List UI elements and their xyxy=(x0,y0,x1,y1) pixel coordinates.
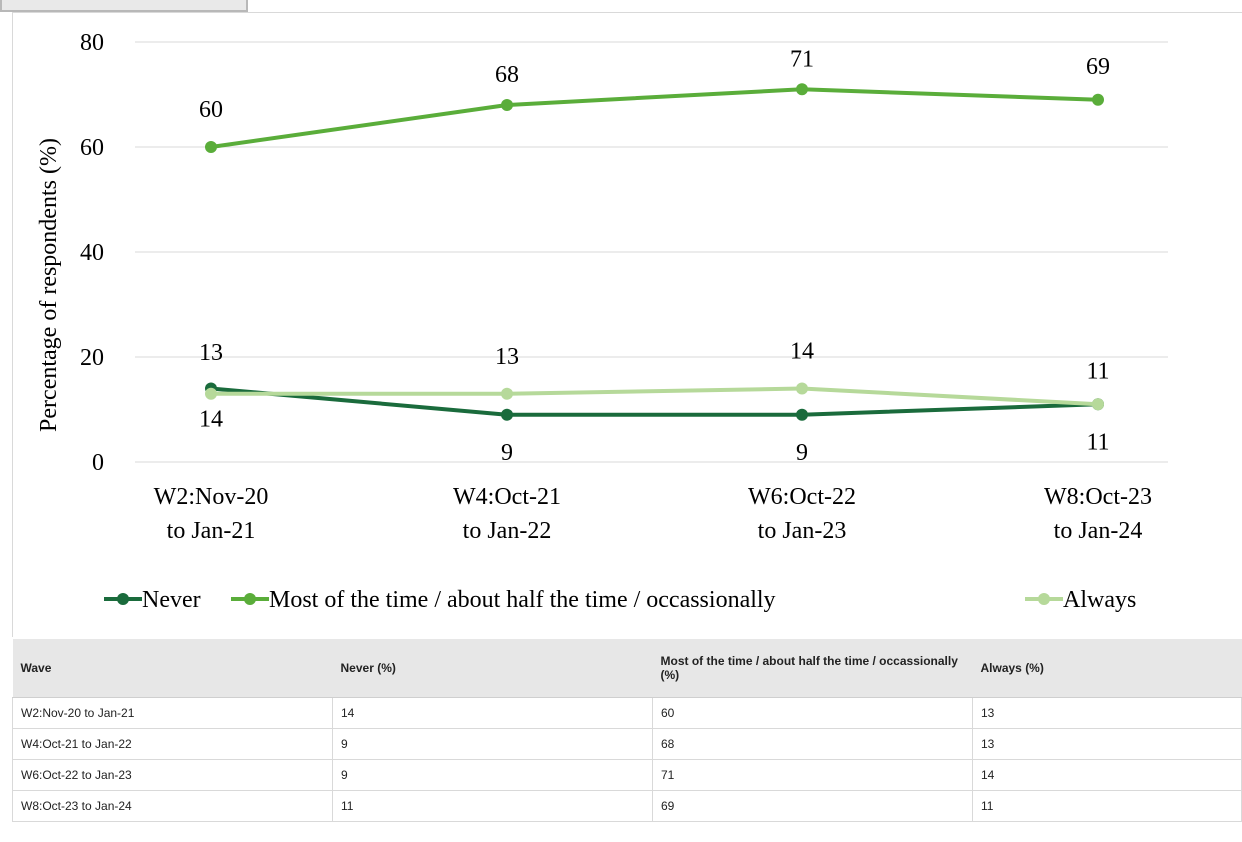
table-cell: W2:Nov-20 to Jan-21 xyxy=(12,697,333,729)
data-label: 14 xyxy=(199,407,223,433)
data-label: 14 xyxy=(790,339,814,365)
y-tick-label: 80 xyxy=(80,30,104,56)
series-line xyxy=(211,386,1099,407)
data-label: 69 xyxy=(1086,54,1110,80)
table-row: W2:Nov-20 to Jan-21 14 60 13 xyxy=(12,697,1242,729)
column-header-wave: Wave xyxy=(12,639,333,698)
table-cell: 14 xyxy=(972,759,1242,791)
legend-label: Most of the time / about half the time /… xyxy=(269,587,776,613)
y-axis-label: Percentage of respondents (%) xyxy=(36,138,62,432)
data-label: 68 xyxy=(495,62,519,88)
legend-marker xyxy=(117,593,129,605)
data-point xyxy=(501,99,513,111)
table-row: W4:Oct-21 to Jan-22 9 68 13 xyxy=(12,728,1242,760)
table-header-row: Wave Never (%) Most of the time / about … xyxy=(12,639,1242,698)
x-tick-label: W8:Oct-23 xyxy=(1044,484,1152,510)
table-cell: 71 xyxy=(652,759,973,791)
table-cell: 13 xyxy=(972,697,1242,729)
column-header-most: Most of the time / about half the time /… xyxy=(652,639,973,698)
table-row: W6:Oct-22 to Jan-23 9 71 14 xyxy=(12,759,1242,791)
table-cell: 68 xyxy=(652,728,973,760)
data-point xyxy=(205,141,217,153)
data-point xyxy=(796,83,808,96)
x-tick-label: W4:Oct-21 xyxy=(453,484,561,510)
table-cell: W6:Oct-22 to Jan-23 xyxy=(12,759,333,791)
table-row: W8:Oct-23 to Jan-24 11 69 11 xyxy=(12,790,1242,822)
table-cell: W4:Oct-21 to Jan-22 xyxy=(12,728,333,760)
gridlines xyxy=(135,41,1168,463)
chart-frame xyxy=(12,12,1242,637)
data-label: 11 xyxy=(1086,429,1109,455)
table-cell: 60 xyxy=(652,697,973,729)
table-cell: 11 xyxy=(972,790,1242,822)
data-point xyxy=(796,408,808,421)
data-label: 13 xyxy=(495,344,519,370)
x-tick-label: to Jan-21 xyxy=(167,518,256,544)
data-point xyxy=(501,387,513,400)
table-cell: 13 xyxy=(972,728,1242,760)
x-tick-label: W2:Nov-20 xyxy=(154,484,269,510)
data-point xyxy=(205,387,217,400)
y-tick-label: 20 xyxy=(80,345,104,371)
series-line xyxy=(210,386,1099,417)
data-labels: 14 9 9 11 60 68 71 69 13 13 14 11 xyxy=(199,46,1110,466)
data-point xyxy=(501,408,513,421)
tab-stub[interactable] xyxy=(0,0,248,12)
y-tick-label: 40 xyxy=(80,240,104,266)
series-line xyxy=(210,87,1099,149)
legend-label: Always xyxy=(1063,587,1136,613)
data-point xyxy=(1092,93,1104,106)
data-point xyxy=(1092,398,1104,411)
y-tick-label: 0 xyxy=(92,450,104,476)
table-cell: 14 xyxy=(332,697,653,729)
table-cell: 69 xyxy=(652,790,973,822)
data-label: 71 xyxy=(790,46,814,72)
column-header-always: Always (%) xyxy=(972,639,1242,698)
series-lines xyxy=(205,83,1104,421)
table-cell: 9 xyxy=(332,728,653,760)
data-table: Wave Never (%) Most of the time / about … xyxy=(12,639,1242,822)
x-tick-label: W6:Oct-22 xyxy=(748,484,856,510)
x-axis-ticks: W2:Nov-20 to Jan-21 W4:Oct-21 to Jan-22 W6:O… xyxy=(154,484,1152,544)
y-axis-ticks: 0 20 40 60 80 xyxy=(80,30,104,476)
data-label: 60 xyxy=(199,97,223,123)
legend-marker xyxy=(1038,593,1050,605)
x-tick-label: to Jan-22 xyxy=(463,518,552,544)
legend-label: Never xyxy=(142,587,201,613)
data-label: 11 xyxy=(1086,358,1109,384)
table-cell: 9 xyxy=(332,759,653,791)
data-label: 9 xyxy=(796,440,808,466)
x-tick-label: to Jan-23 xyxy=(758,518,847,544)
x-tick-label: to Jan-24 xyxy=(1054,518,1143,544)
column-header-never: Never (%) xyxy=(332,639,653,698)
y-tick-label: 60 xyxy=(80,135,104,161)
legend: Never Most of the time / about half the t… xyxy=(104,587,1136,613)
data-point xyxy=(796,382,808,395)
table-cell: 11 xyxy=(332,790,653,822)
legend-marker xyxy=(244,593,256,605)
data-label: 9 xyxy=(501,440,513,466)
table-cell: W8:Oct-23 to Jan-24 xyxy=(12,790,333,822)
data-label: 13 xyxy=(199,340,223,366)
